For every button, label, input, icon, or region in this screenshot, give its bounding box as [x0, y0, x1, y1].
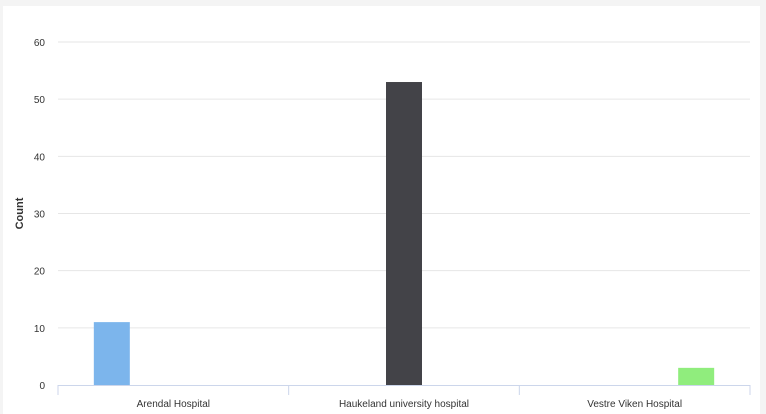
- bar[interactable]: [678, 367, 715, 385]
- y-tick-label: 30: [34, 210, 46, 221]
- x-axis-category-labels: Arendal Hospital Haukeland university hos…: [137, 399, 682, 410]
- y-tick-label: 10: [34, 324, 46, 335]
- bar[interactable]: [93, 322, 130, 385]
- x-category-label: Haukeland university hospital: [339, 399, 469, 410]
- y-tick-label: 60: [34, 38, 46, 49]
- y-tick-label: 50: [34, 95, 46, 106]
- y-tick-label: 40: [34, 152, 46, 163]
- x-axis: [57, 385, 751, 395]
- y-tick-label: 20: [34, 267, 46, 278]
- x-category-label: Vestre Viken Hospital: [587, 399, 682, 410]
- y-axis-tick-labels: 0 10 20 30 40 50 60: [34, 38, 46, 392]
- y-tick-label: 0: [39, 381, 45, 392]
- chart-frame: 0 10 20 30 40 50 60 Arendal Hospital Haukeland …: [3, 6, 760, 414]
- y-axis-title: Count: [14, 197, 26, 229]
- bar-chart: 0 10 20 30 40 50 60 Arendal Hospital Haukeland …: [14, 38, 751, 410]
- x-category-label: Arendal Hospital: [137, 399, 210, 410]
- bar[interactable]: [386, 82, 422, 386]
- bar-marks: [93, 82, 715, 386]
